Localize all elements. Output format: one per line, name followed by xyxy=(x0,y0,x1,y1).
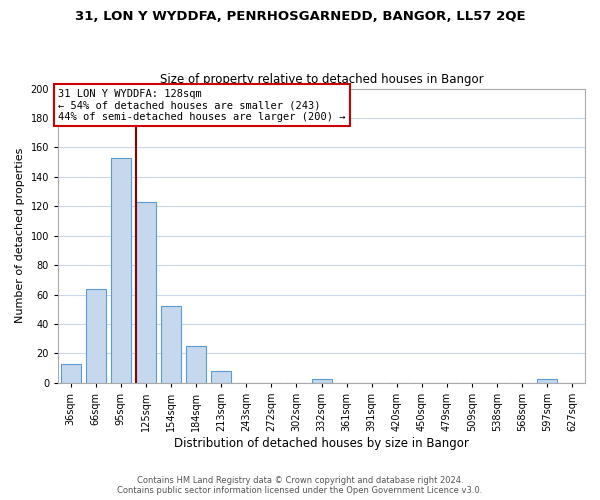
Bar xyxy=(311,378,332,383)
Bar xyxy=(61,364,80,383)
X-axis label: Distribution of detached houses by size in Bangor: Distribution of detached houses by size … xyxy=(174,437,469,450)
Title: Size of property relative to detached houses in Bangor: Size of property relative to detached ho… xyxy=(160,73,484,86)
Bar xyxy=(211,371,231,383)
Text: 31 LON Y WYDDFA: 128sqm
← 54% of detached houses are smaller (243)
44% of semi-d: 31 LON Y WYDDFA: 128sqm ← 54% of detache… xyxy=(58,88,346,122)
Bar xyxy=(136,202,156,383)
Bar xyxy=(538,378,557,383)
Bar xyxy=(111,158,131,383)
Bar xyxy=(161,306,181,383)
Text: Contains HM Land Registry data © Crown copyright and database right 2024.
Contai: Contains HM Land Registry data © Crown c… xyxy=(118,476,482,495)
Bar xyxy=(186,346,206,383)
Bar xyxy=(86,288,106,383)
Y-axis label: Number of detached properties: Number of detached properties xyxy=(15,148,25,324)
Text: 31, LON Y WYDDFA, PENRHOSGARNEDD, BANGOR, LL57 2QE: 31, LON Y WYDDFA, PENRHOSGARNEDD, BANGOR… xyxy=(74,10,526,23)
